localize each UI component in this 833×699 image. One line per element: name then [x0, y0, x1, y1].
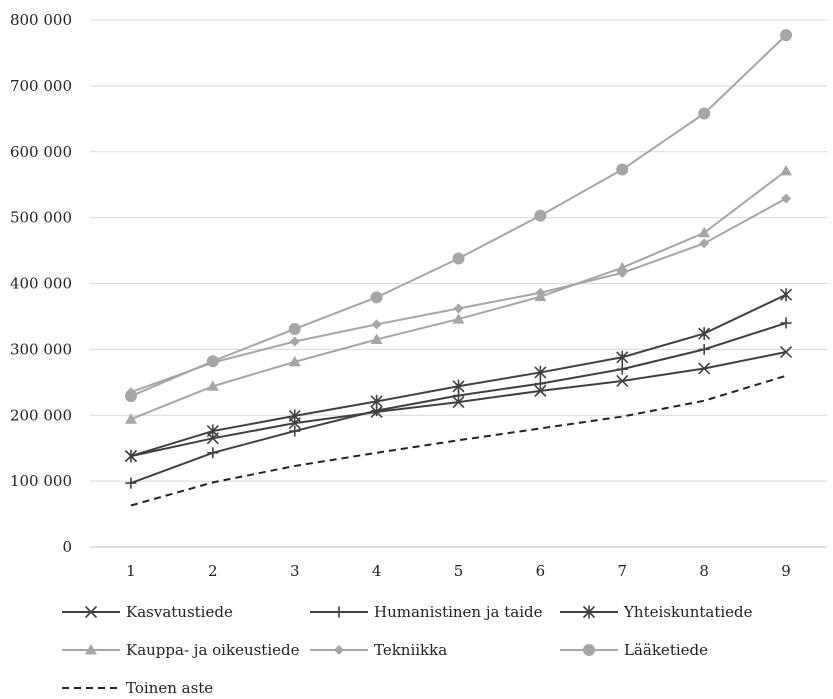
data-point-diamond [535, 287, 546, 298]
legend-label: Tekniikka [374, 641, 447, 659]
legend-item: Yhteiskuntatiede [560, 603, 753, 621]
x-axis-tick-labels: 1 2 3 4 5 6 7 8 9 [126, 562, 791, 580]
data-point-triangle [85, 644, 97, 655]
legend-item: Tekniikka [310, 641, 447, 659]
series-line [130, 374, 787, 507]
data-point-diamond [617, 267, 628, 278]
series-Tekniikka [125, 193, 792, 398]
legend-item: Humanistinen ja taide [310, 603, 543, 621]
y-tick-label: 0 [62, 538, 72, 556]
data-point-circle [124, 390, 137, 403]
data-point-x [452, 396, 465, 409]
data-point-plus [616, 363, 628, 375]
x-tick-label: 1 [126, 562, 136, 580]
data-point-x [84, 605, 98, 619]
series-Humanistinen ja taide [125, 317, 792, 489]
data-point-diamond [371, 319, 382, 330]
legend-item: Kasvatustiede [62, 603, 233, 621]
series-lines [124, 29, 793, 507]
data-point-triangle [452, 313, 465, 324]
series-line [130, 34, 787, 398]
y-tick-label: 300 000 [10, 340, 72, 358]
data-point-diamond [453, 303, 464, 314]
x-tick-label: 3 [290, 562, 300, 580]
legend-item: Toinen aste [62, 679, 213, 697]
y-tick-label: 500 000 [10, 209, 72, 227]
legend-label: Kauppa- ja oikeustiede [126, 641, 300, 659]
legend-label: Lääketiede [624, 641, 708, 659]
data-point-plus [125, 477, 137, 489]
data-point-circle [534, 209, 547, 222]
series-Kauppa- ja oikeustiede [124, 164, 793, 424]
data-point-plus [289, 425, 301, 437]
y-tick-label: 200 000 [10, 406, 72, 424]
data-point-triangle [288, 355, 301, 367]
series-Lääketiede [124, 29, 793, 403]
data-point-triangle [206, 380, 219, 391]
data-point-diamond [781, 193, 792, 204]
data-point-triangle [616, 261, 629, 273]
x-tick-label: 2 [208, 562, 218, 580]
y-tick-label: 400 000 [10, 275, 72, 293]
data-point-asterisk [698, 327, 711, 341]
data-point-x [698, 362, 711, 375]
data-point-x [534, 384, 547, 397]
data-point-asterisk [582, 605, 596, 619]
data-point-circle [780, 29, 793, 42]
data-point-plus [333, 606, 345, 618]
x-tick-label: 9 [781, 562, 791, 580]
legend-item: Lääketiede [560, 641, 708, 659]
y-tick-label: 700 000 [10, 77, 72, 95]
data-point-circle [698, 107, 711, 120]
x-tick-label: 7 [618, 562, 628, 580]
data-point-circle [370, 291, 383, 304]
data-point-triangle [370, 333, 383, 344]
data-point-circle [452, 252, 465, 265]
data-point-diamond [699, 238, 710, 249]
x-tick-label: 8 [699, 562, 709, 580]
legend-label: Yhteiskuntatiede [623, 603, 753, 621]
series-Yhteiskuntatiede [124, 288, 793, 463]
data-point-plus [698, 343, 710, 355]
legend-item: Kauppa- ja oikeustiede [62, 641, 300, 659]
data-point-x [779, 345, 793, 359]
y-tick-label: 100 000 [10, 472, 72, 490]
data-point-circle [616, 163, 629, 176]
data-point-diamond [334, 645, 344, 655]
data-point-asterisk [616, 350, 629, 364]
data-point-x [616, 374, 629, 388]
y-tick-label: 600 000 [10, 143, 72, 161]
data-point-circle [206, 355, 219, 368]
data-point-diamond [289, 336, 300, 347]
data-point-circle [583, 644, 595, 656]
data-point-asterisk [452, 379, 465, 393]
data-point-plus [780, 317, 792, 329]
y-axis-tick-labels: 0 100 000 200 000 300 000 400 000 500 000 600 … [10, 11, 72, 556]
legend-label: Toinen aste [126, 679, 213, 697]
data-point-asterisk [288, 409, 301, 423]
grid-lines [90, 19, 827, 548]
data-point-asterisk [206, 424, 219, 438]
legend-label: Kasvatustiede [126, 603, 233, 621]
data-point-asterisk [124, 449, 138, 463]
data-point-circle [288, 322, 301, 335]
data-point-plus [534, 378, 546, 390]
data-point-triangle [780, 164, 793, 176]
series-line [130, 197, 787, 394]
data-point-asterisk [370, 394, 383, 408]
y-tick-label: 800 000 [10, 11, 72, 29]
series-Toinen aste [130, 374, 787, 507]
data-point-triangle [698, 226, 711, 238]
x-tick-label: 5 [454, 562, 464, 580]
data-point-asterisk [534, 365, 547, 379]
data-point-triangle [124, 413, 137, 424]
legend: Kasvatustiede Humanistinen ja taide Yhteis… [62, 603, 753, 697]
data-point-asterisk [779, 288, 793, 302]
data-point-plus [207, 447, 219, 459]
x-tick-label: 6 [536, 562, 546, 580]
legend-label: Humanistinen ja taide [374, 603, 543, 621]
x-tick-label: 4 [372, 562, 382, 580]
